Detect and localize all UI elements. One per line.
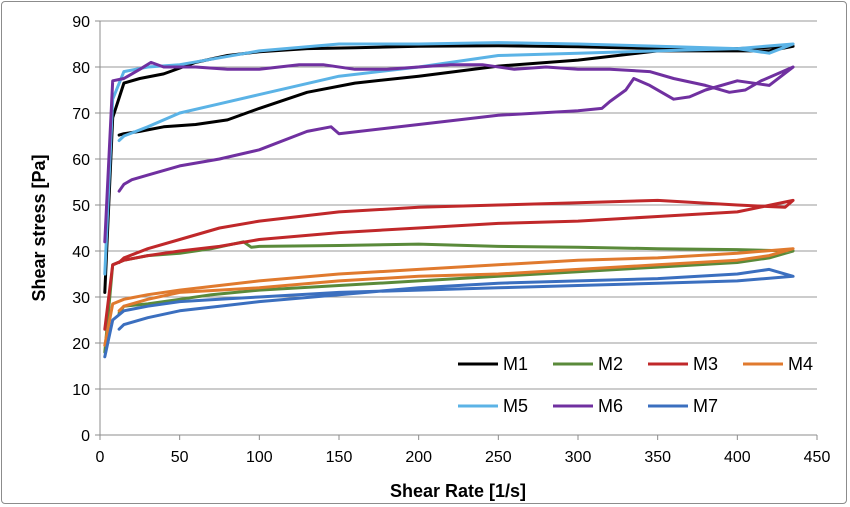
x-tick-label: 450 — [804, 449, 831, 466]
x-tick-label: 100 — [246, 449, 273, 466]
series-lines — [103, 41, 795, 359]
y-axis-title: Shear stress [Pa] — [29, 154, 49, 301]
gridlines — [100, 20, 817, 390]
legend-label-m3: M3 — [693, 354, 718, 374]
x-tick-labels: 0 50 100 150 200 250 300 350 400 450 — [96, 449, 831, 466]
y-tick-label: 30 — [72, 290, 90, 307]
y-tick-label: 20 — [72, 336, 90, 353]
series-line-m4 — [103, 247, 795, 347]
x-tick-label: 50 — [171, 449, 189, 466]
y-tick-labels: 0 10 20 30 40 50 60 70 80 90 — [72, 14, 90, 445]
series-line-m2 — [103, 240, 795, 354]
legend-label-m5: M5 — [503, 396, 528, 416]
axes — [95, 20, 818, 440]
legend-label-m7: M7 — [693, 396, 718, 416]
x-tick-label: 400 — [724, 449, 751, 466]
y-tick-label: 80 — [72, 60, 90, 77]
legend-label-m1: M1 — [503, 354, 528, 374]
y-tick-label: 10 — [72, 382, 90, 399]
legend: M1 M2 M3 M4 M5 M6 M7 — [458, 354, 813, 416]
x-tick-label: 200 — [405, 449, 432, 466]
x-tick-label: 150 — [326, 449, 353, 466]
y-tick-label: 90 — [72, 14, 90, 31]
x-tick-label: 0 — [96, 449, 105, 466]
series-line-m6 — [103, 60, 795, 244]
x-tick-label: 250 — [485, 449, 512, 466]
x-tick-label: 300 — [565, 449, 592, 466]
y-tick-label: 50 — [72, 198, 90, 215]
series-line-m5 — [103, 41, 795, 276]
y-tick-label: 60 — [72, 152, 90, 169]
y-tick-label: 70 — [72, 106, 90, 123]
legend-label-m4: M4 — [788, 354, 813, 374]
y-tick-label: 40 — [72, 244, 90, 261]
legend-label-m6: M6 — [598, 396, 623, 416]
x-tick-label: 350 — [644, 449, 671, 466]
y-tick-label: 0 — [81, 428, 90, 445]
legend-label-m2: M2 — [598, 354, 623, 374]
series-line-m3 — [103, 198, 795, 331]
x-axis-title: Shear Rate [1/s] — [390, 481, 526, 501]
series-line-m7 — [103, 267, 795, 359]
